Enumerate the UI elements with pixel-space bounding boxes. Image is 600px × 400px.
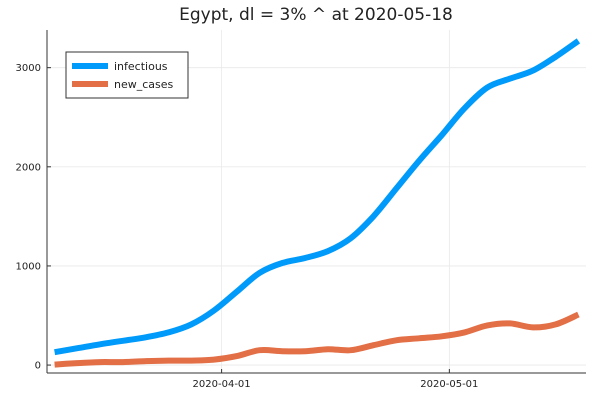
y-tick-label: 3000: [16, 63, 41, 74]
legend-box: [65, 51, 189, 99]
legend: infectious new_cases: [65, 51, 189, 99]
series-lines: [54, 38, 581, 368]
series-line-infectious: [54, 38, 581, 356]
x-tick-label: 2020-04-01: [193, 379, 251, 390]
axes: [46, 30, 586, 374]
y-tick-label: 1000: [16, 261, 41, 272]
legend-label: new_cases: [114, 78, 174, 91]
y-tick-label: 0: [35, 361, 41, 372]
x-tick-label: 2020-05-01: [420, 379, 478, 390]
tick-labels: 0 1000 2000 3000 2020-04-01 2020-05-01: [16, 63, 479, 390]
legend-label: infectious: [114, 60, 168, 73]
chart-title: Egypt, dl = 3% ^ at 2020-05-18: [179, 5, 453, 25]
series-line-new-cases: [54, 311, 580, 368]
y-tick-label: 2000: [16, 162, 41, 173]
